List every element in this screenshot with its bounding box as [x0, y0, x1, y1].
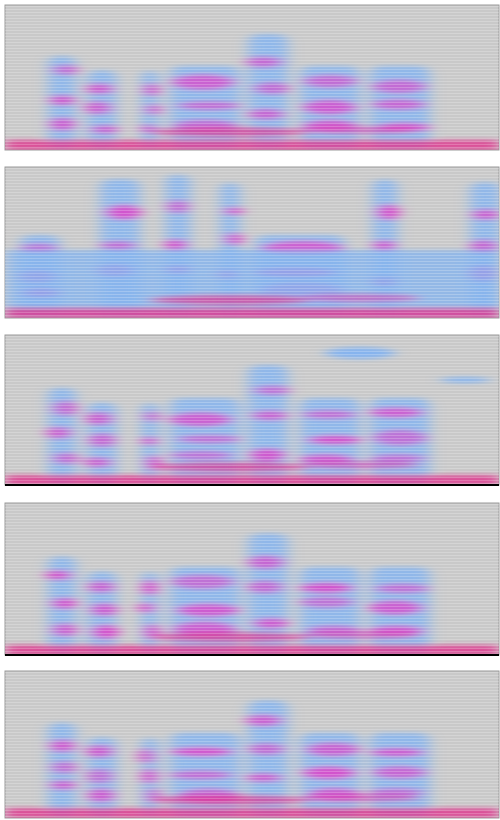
spectrogram-panel	[5, 335, 499, 485]
spectrogram-energy	[5, 167, 500, 318]
streak-overlay	[5, 671, 499, 818]
spectrogram-energy	[5, 335, 499, 485]
page: (() => { const NS = 'http://www.w3.org/2…	[0, 0, 500, 820]
spectrogram-panel	[5, 167, 500, 318]
spectrogram-panel	[5, 503, 499, 655]
spectrogram-stack	[0, 0, 500, 820]
streak-overlay	[5, 503, 499, 655]
spectrogram-energy	[5, 671, 499, 818]
spectrogram-panel	[5, 5, 499, 150]
spectrogram-energy	[5, 503, 499, 655]
spectrogram-panel	[5, 671, 499, 818]
streak-overlay	[5, 5, 499, 150]
spectrogram-energy	[5, 5, 499, 150]
streak-overlay	[5, 167, 499, 318]
streak-overlay	[5, 335, 499, 485]
